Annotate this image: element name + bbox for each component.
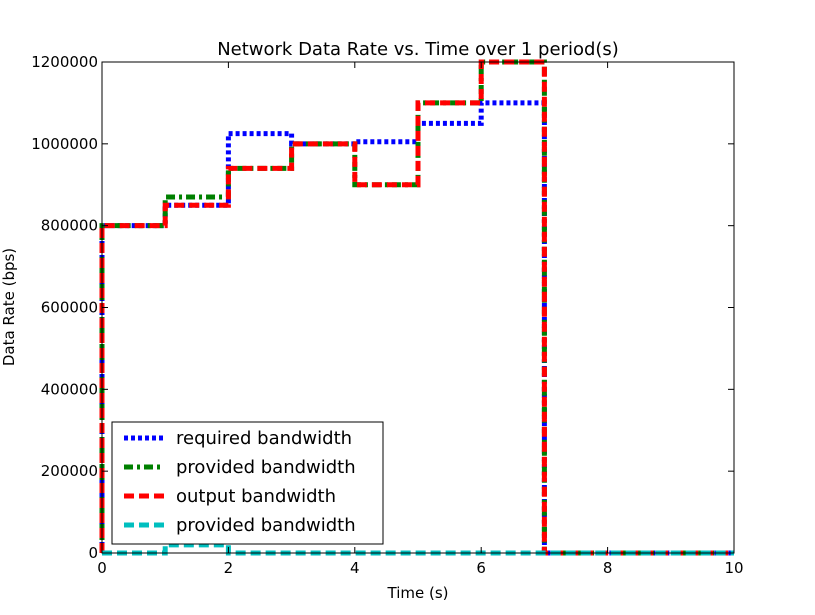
- y-tick-label: 400000: [41, 380, 98, 398]
- y-tick-label: 800000: [41, 217, 98, 235]
- series-line-3: [99, 59, 734, 556]
- x-tick-label: 2: [224, 559, 234, 577]
- chart-title: Network Data Rate vs. Time over 1 period…: [217, 39, 619, 60]
- x-axis-title: Time (s): [387, 584, 449, 602]
- x-tick-label: 6: [476, 559, 486, 577]
- legend-label: provided bandwidth: [176, 515, 356, 536]
- legend-label: output bandwidth: [176, 486, 336, 507]
- legend: required bandwidth provided bandwidth outp…: [111, 421, 384, 545]
- y-axis-title: Data Rate (bps): [0, 248, 18, 366]
- x-tick-label: 8: [603, 559, 613, 577]
- legend-label: provided bandwidth: [176, 457, 356, 478]
- legend-label: required bandwidth: [176, 428, 352, 449]
- y-tick-label: 200000: [41, 462, 98, 480]
- y-tick-label: 0: [88, 544, 98, 562]
- y-tick-label: 1200000: [31, 53, 98, 71]
- x-tick-label: 4: [350, 559, 360, 577]
- ticks-layer: 0 2 4 6 8 10 0 200000 400000 600000 800000 1000000 1…: [31, 53, 743, 577]
- x-tick-label: 10: [724, 559, 743, 577]
- x-tick-label: 0: [97, 559, 107, 577]
- y-tick-label: 600000: [41, 299, 98, 317]
- y-tick-label: 1000000: [31, 135, 98, 153]
